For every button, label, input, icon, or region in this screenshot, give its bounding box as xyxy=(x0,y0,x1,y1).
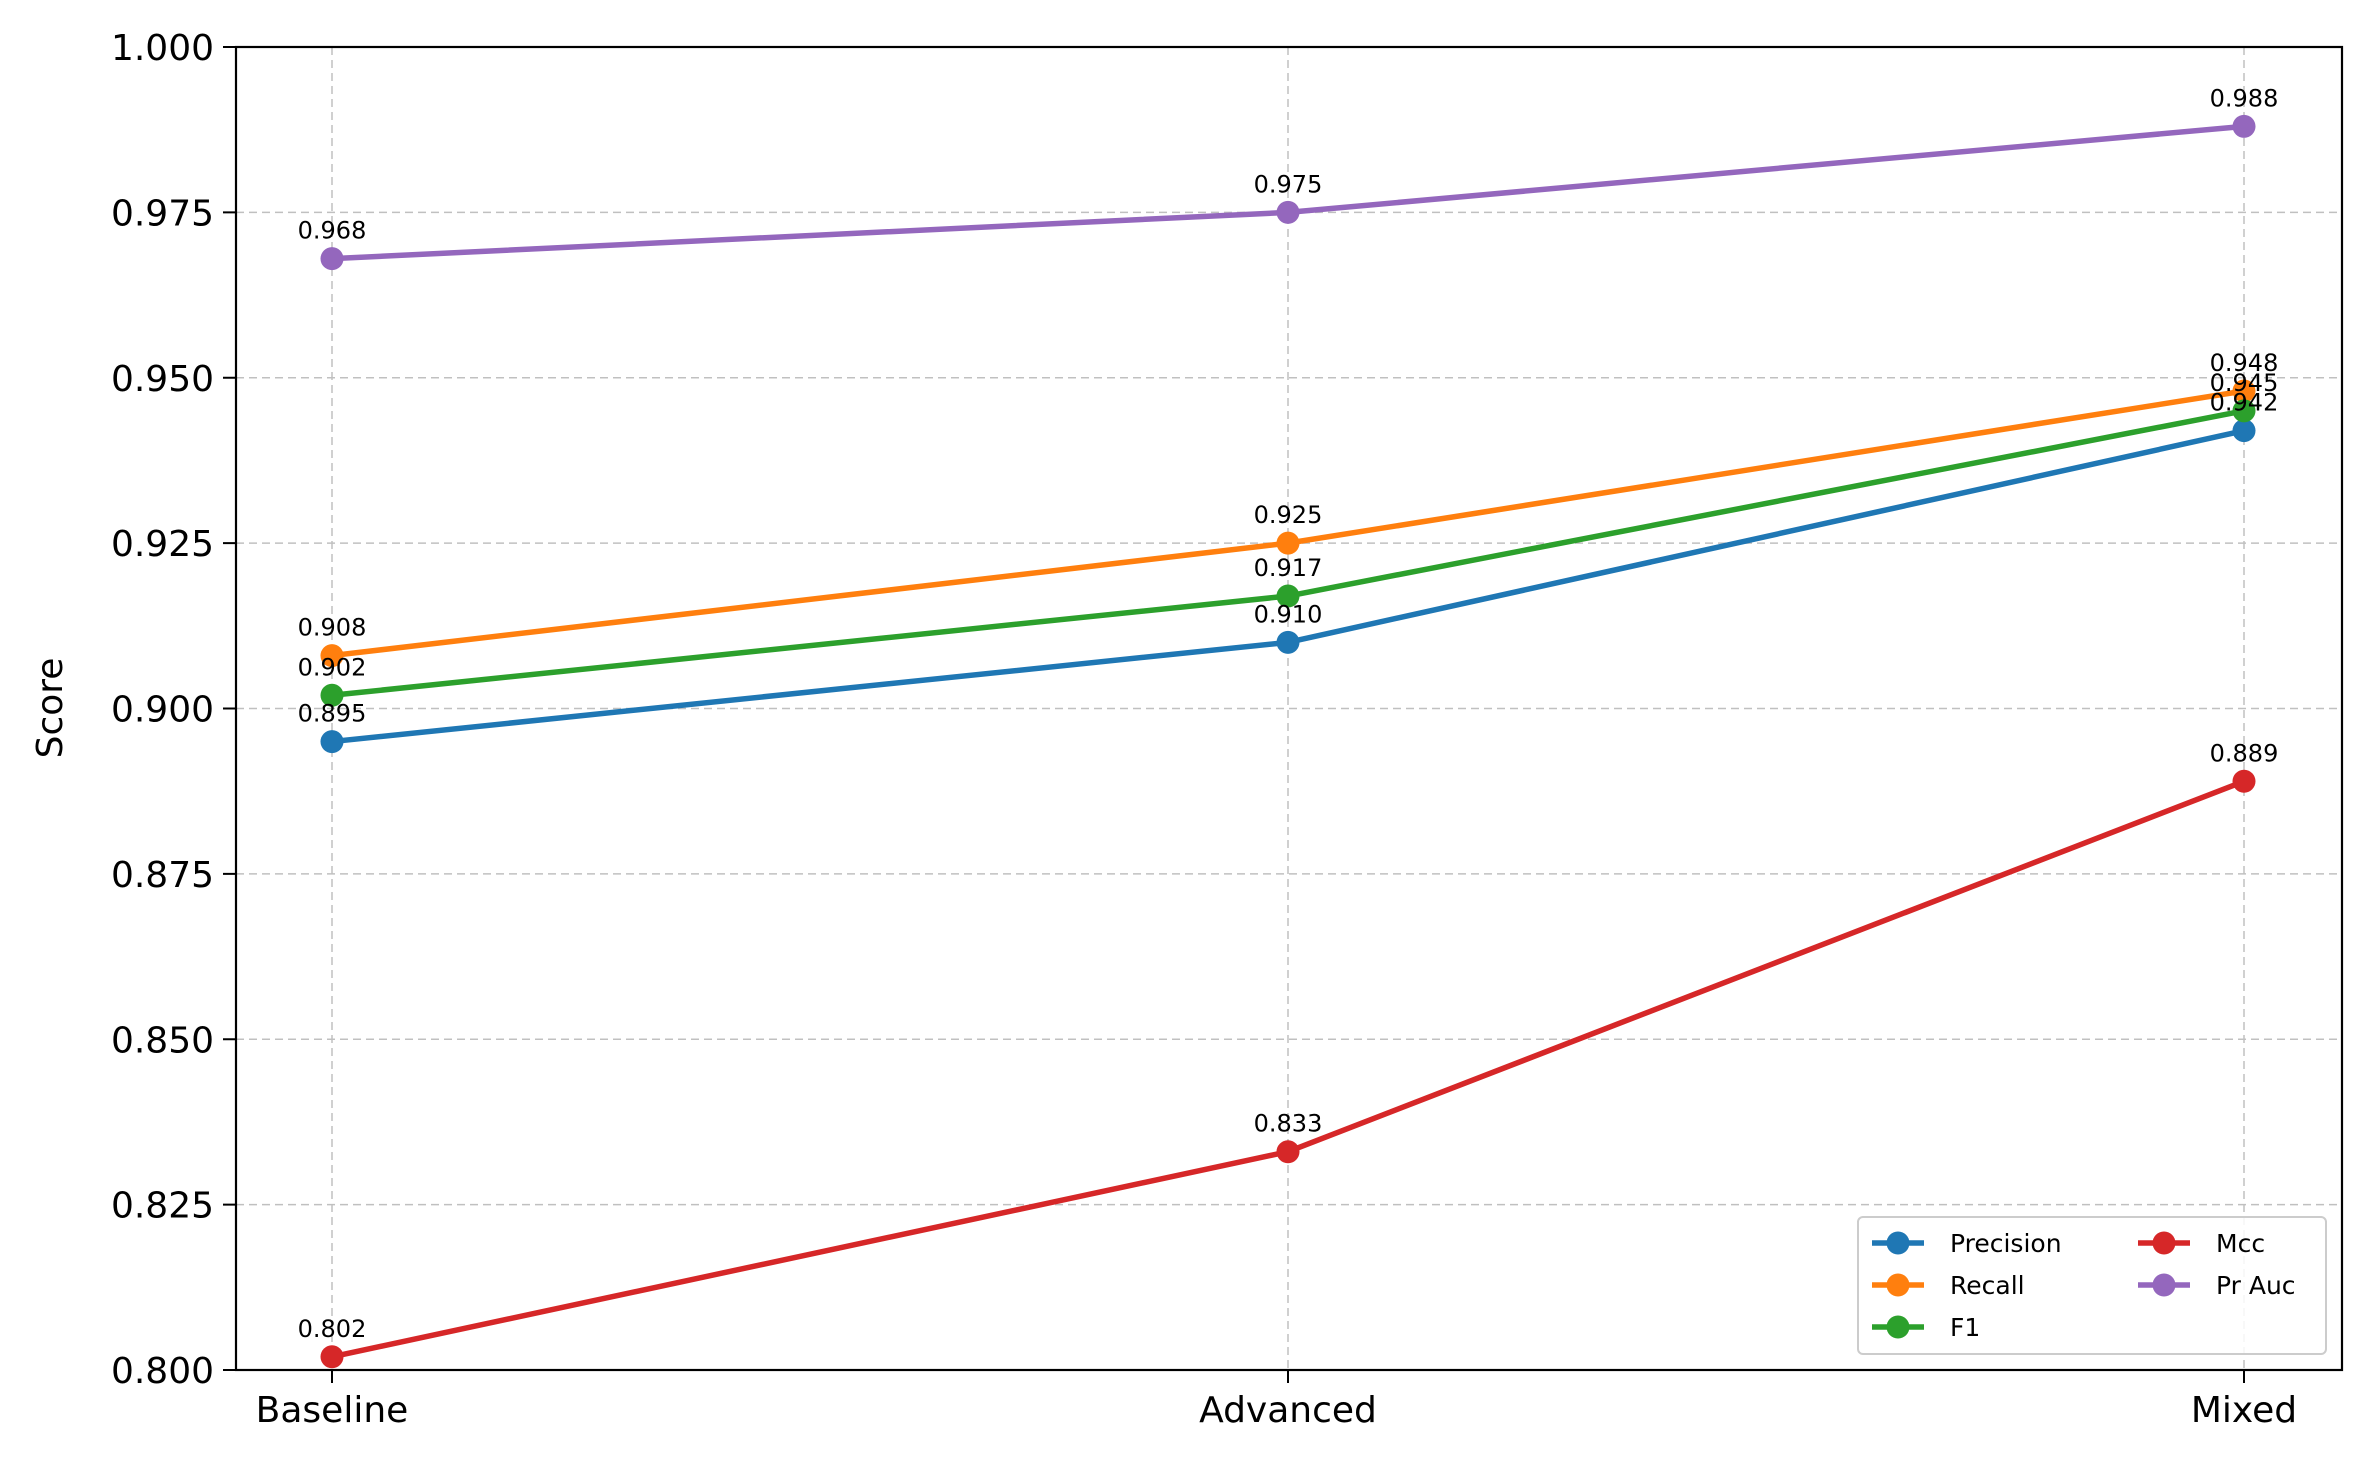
data-point xyxy=(2232,769,2256,793)
y-tick-label: 0.875 xyxy=(111,855,214,896)
legend-item: Mcc xyxy=(2138,1229,2265,1258)
data-point xyxy=(1276,531,1300,555)
data-label: 0.917 xyxy=(1254,554,1323,582)
data-point xyxy=(320,1345,344,1369)
legend-label: Pr Auc xyxy=(2216,1271,2296,1300)
data-point xyxy=(1276,1140,1300,1164)
data-label: 0.833 xyxy=(1254,1110,1323,1138)
y-axis-title: Score xyxy=(30,658,71,759)
grid xyxy=(236,47,2342,1370)
x-tick-label: Mixed xyxy=(2191,1390,2297,1431)
y-tick-label: 0.900 xyxy=(111,690,214,731)
legend-label: Recall xyxy=(1950,1271,2025,1300)
data-label: 0.889 xyxy=(2210,739,2279,767)
legend-swatch-marker xyxy=(1886,1315,1910,1339)
data-labels: 0.895 0.910 0.942 0.908 0.925 0.948 0.902 0.917… xyxy=(298,84,2279,1342)
data-label: 0.910 xyxy=(1254,600,1323,628)
legend-swatch-marker xyxy=(2152,1273,2176,1297)
data-label: 0.902 xyxy=(298,653,367,681)
legend-swatch-marker xyxy=(1886,1273,1910,1297)
y-tick-label: 0.800 xyxy=(111,1351,214,1392)
y-tick-label: 0.950 xyxy=(111,359,214,400)
data-label: 0.975 xyxy=(1254,170,1323,198)
y-tick-label: 0.825 xyxy=(111,1186,214,1227)
data-label: 0.988 xyxy=(2210,84,2279,112)
x-tick-label: Advanced xyxy=(1199,1390,1377,1431)
legend: Precision Recall F1 Mcc Pr Auc xyxy=(1857,1216,2327,1355)
data-point xyxy=(2232,114,2256,138)
data-label: 0.895 xyxy=(298,700,367,728)
data-label: 0.945 xyxy=(2210,369,2279,397)
legend-item: F1 xyxy=(1872,1313,1980,1342)
x-tick-label: Baseline xyxy=(256,1390,409,1431)
y-tick-label: 1.000 xyxy=(111,28,214,69)
y-tick-label: 0.975 xyxy=(111,193,214,234)
data-label: 0.925 xyxy=(1254,501,1323,529)
data-label: 0.802 xyxy=(298,1315,367,1343)
data-point xyxy=(2232,399,2256,423)
y-tick-label: 0.925 xyxy=(111,524,214,565)
data-point xyxy=(1276,630,1300,654)
y-tick-label: 0.850 xyxy=(111,1020,214,1061)
data-point xyxy=(320,247,344,271)
legend-label: Precision xyxy=(1950,1229,2062,1258)
legend-label: Mcc xyxy=(2216,1229,2265,1258)
data-label: 0.968 xyxy=(298,217,367,245)
legend-item: Pr Auc xyxy=(2138,1271,2296,1300)
data-point xyxy=(320,644,344,668)
legend-item: Precision xyxy=(1872,1229,2062,1258)
data-label: 0.942 xyxy=(2210,389,2279,417)
legend-swatch-marker xyxy=(2152,1231,2176,1255)
legend-item: Recall xyxy=(1872,1271,2025,1300)
legend-label: F1 xyxy=(1950,1313,1980,1342)
legend-box xyxy=(1857,1216,2327,1355)
series-group xyxy=(320,114,2256,1369)
axes: 0.800 0.825 0.850 0.875 0.900 0.925 0.950 0.975… xyxy=(111,28,2297,1431)
legend-swatch-marker xyxy=(1886,1231,1910,1255)
data-point xyxy=(2232,379,2256,403)
data-label: 0.948 xyxy=(2210,349,2279,377)
data-point xyxy=(2232,419,2256,443)
data-point xyxy=(1276,200,1300,224)
data-point xyxy=(320,730,344,754)
data-point xyxy=(1276,584,1300,608)
data-point xyxy=(320,683,344,707)
data-label: 0.908 xyxy=(298,614,367,642)
